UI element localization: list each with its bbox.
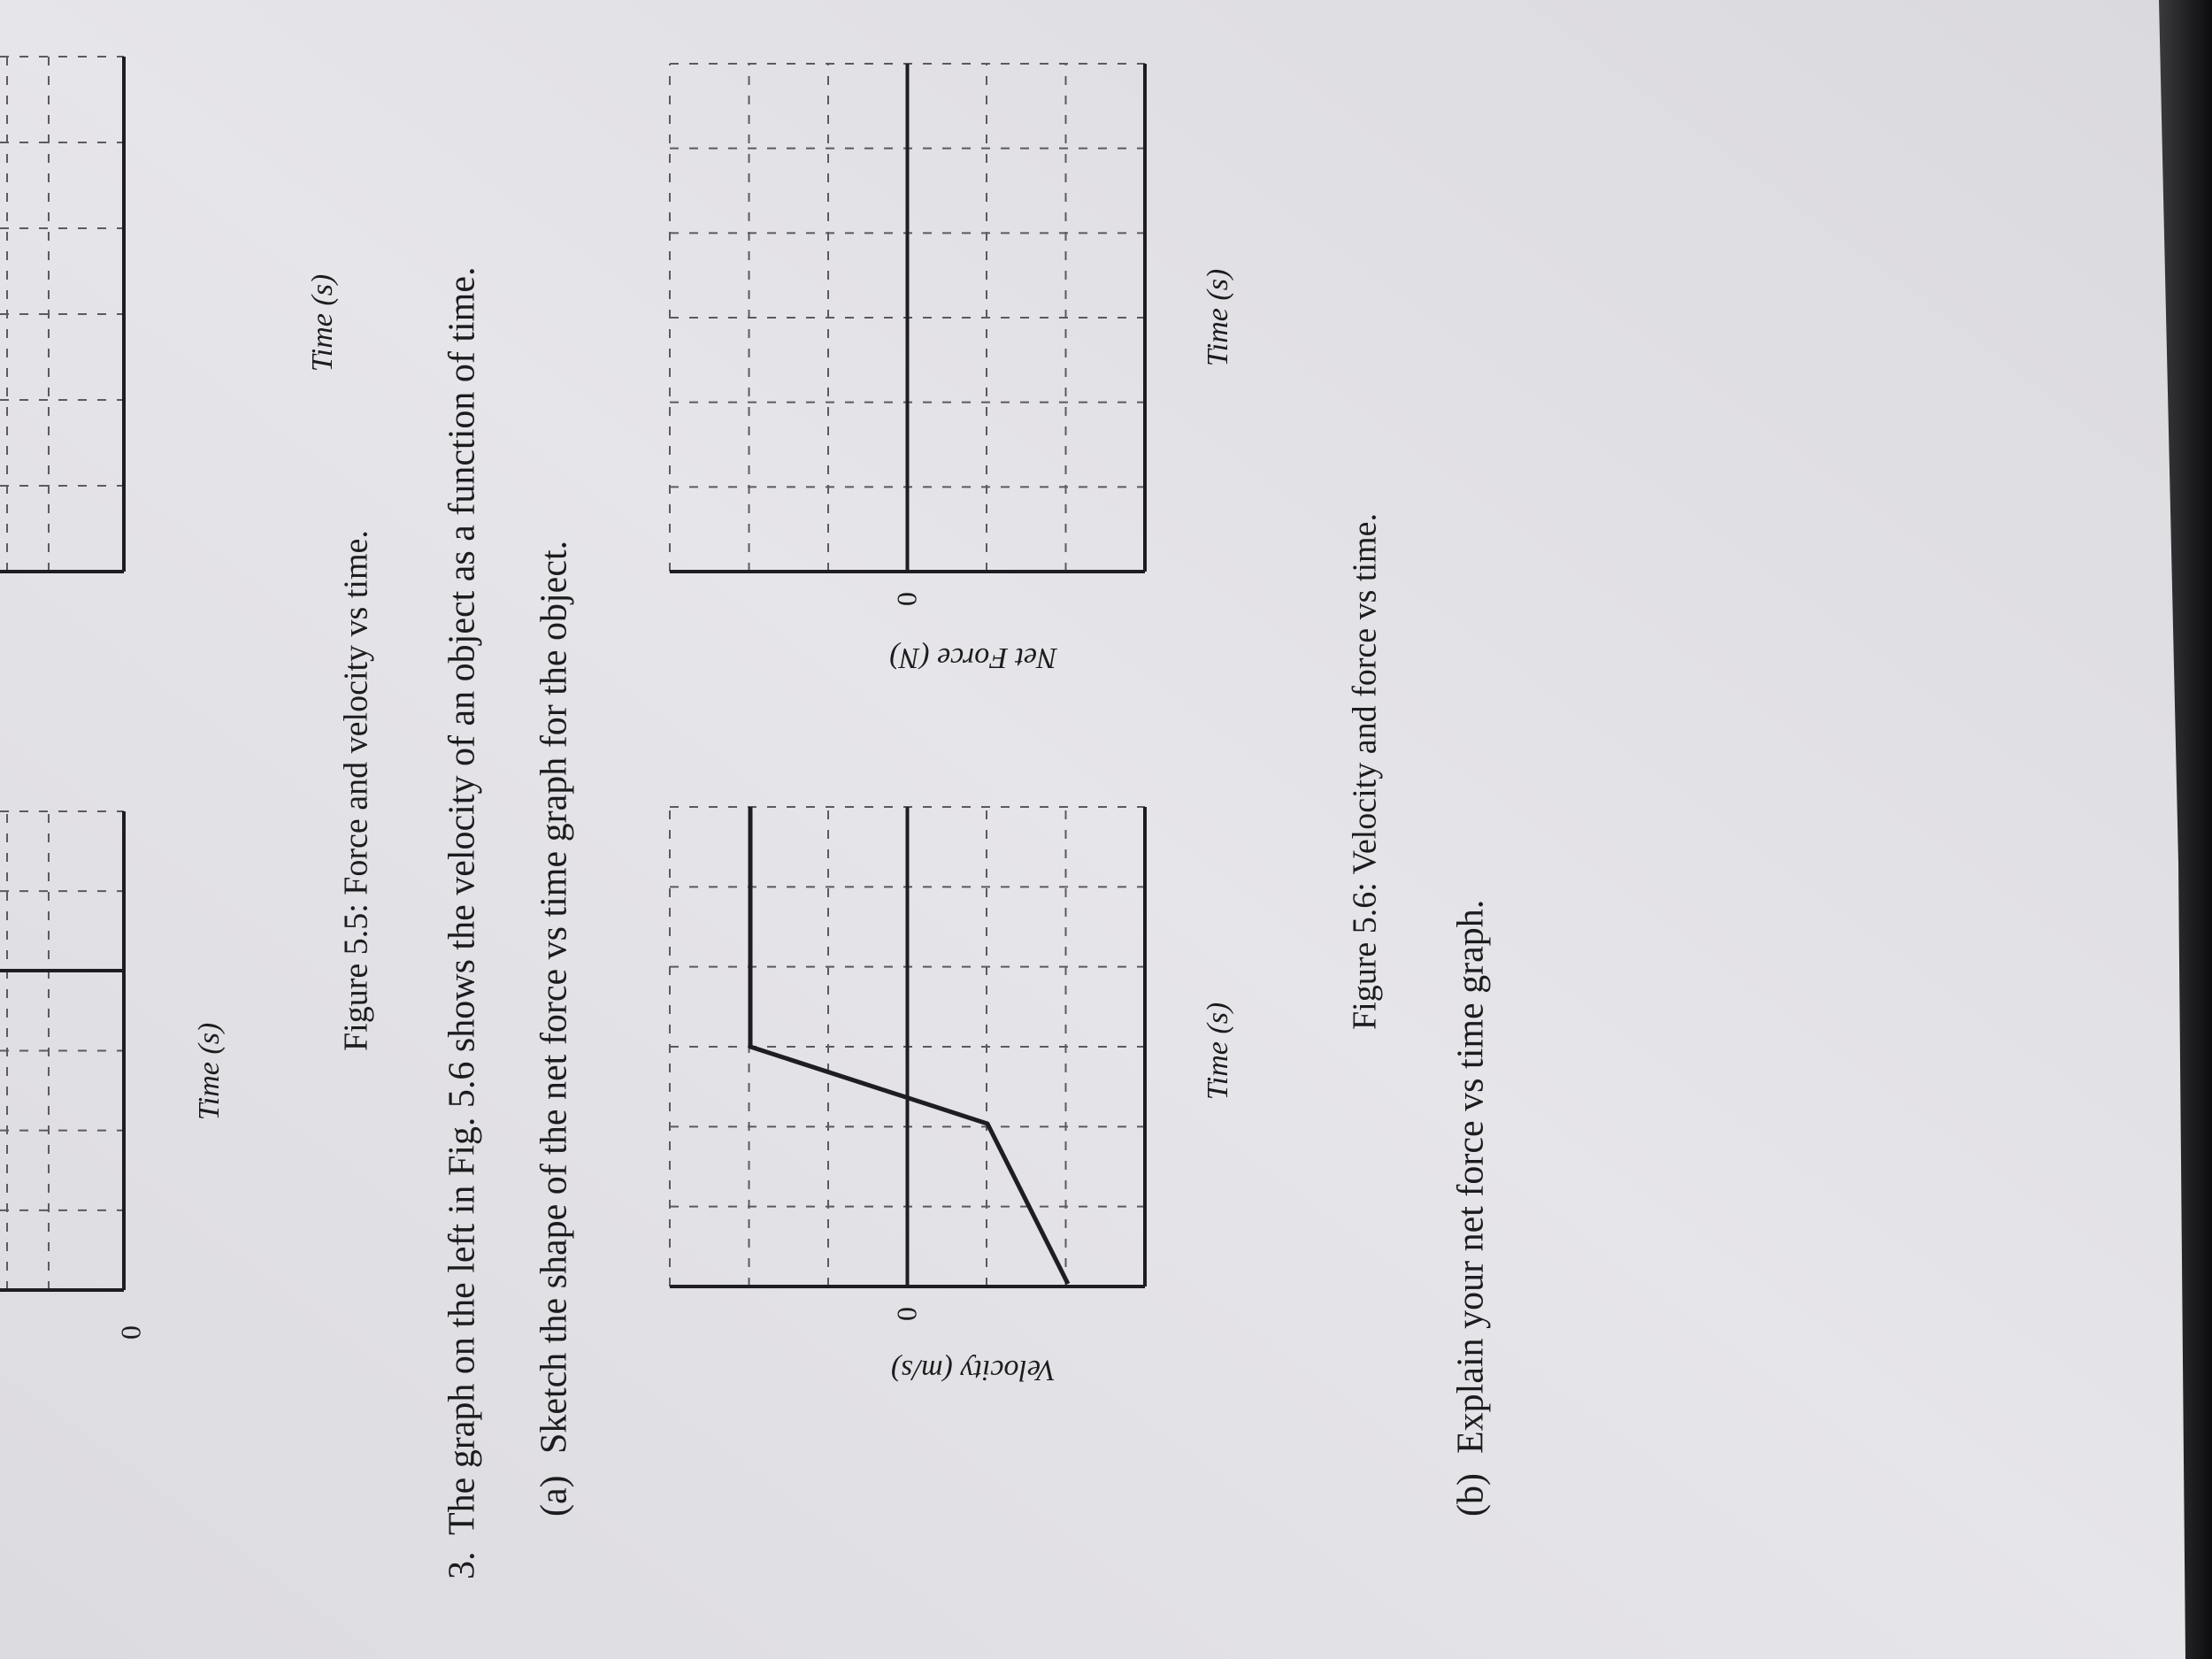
question-text: The graph on the left in Fig. 5.6 shows … bbox=[442, 267, 483, 1536]
part-label: (a) bbox=[534, 1475, 575, 1517]
x-axis-label: Time (s) bbox=[1202, 269, 1234, 367]
question-number: 3. bbox=[442, 1552, 483, 1580]
velocity-curve bbox=[748, 807, 1071, 1286]
part-text: Explain your net force vs time graph. bbox=[1451, 900, 1492, 1454]
part-label: (b) bbox=[1451, 1473, 1492, 1517]
figure-caption: Figure 5.5: Force and velocity vs time. bbox=[338, 530, 375, 1051]
x-axis-label: Time (s) bbox=[193, 1023, 226, 1121]
part-text: Sketch the shape of the net force vs tim… bbox=[534, 541, 575, 1454]
zero-label: 0 bbox=[890, 592, 922, 606]
y-axis-label: Velocity (m/s) bbox=[891, 1354, 1056, 1386]
zero-label: 0 bbox=[114, 1325, 146, 1340]
y-axis-label: Net Force (N) bbox=[889, 641, 1057, 674]
x-axis-label: Time (s) bbox=[306, 274, 339, 373]
figure-caption: Figure 5.6: Velocity and force vs time. bbox=[1347, 513, 1384, 1030]
zero-label: 0 bbox=[890, 1307, 922, 1321]
x-axis-label: Time (s) bbox=[1202, 1002, 1234, 1101]
background-edge bbox=[2159, 0, 2212, 1659]
